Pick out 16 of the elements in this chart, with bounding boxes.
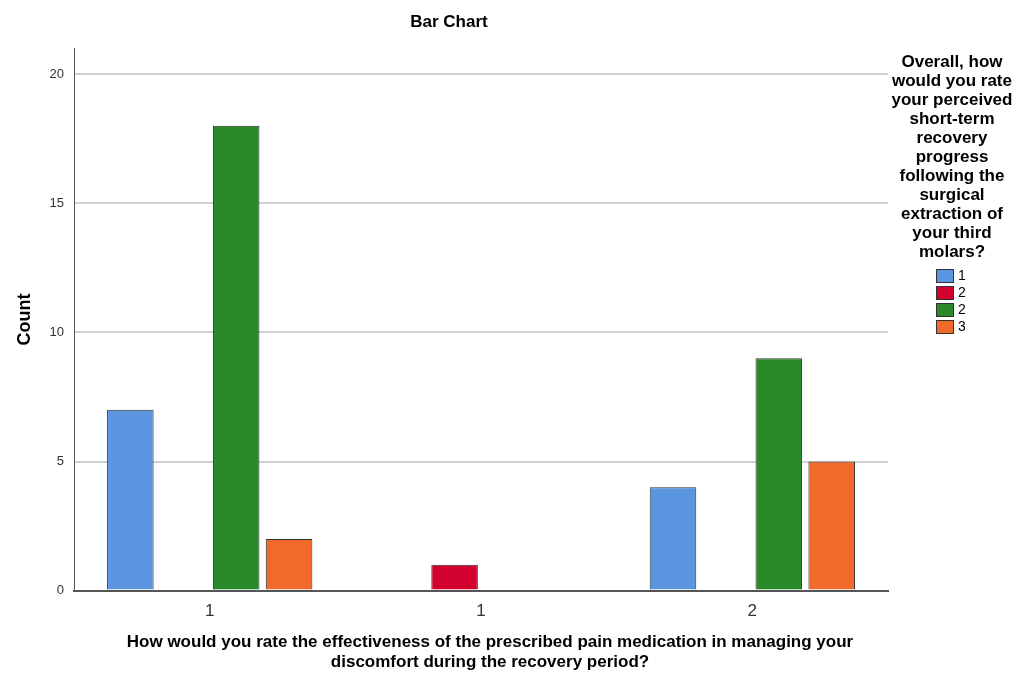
legend-label: 3 (958, 317, 966, 336)
legend-label: 2 (958, 300, 966, 319)
x-tick-label: 2 (747, 601, 758, 621)
y-tick-label: 10 (49, 323, 65, 339)
y-axis-title: Count (13, 293, 34, 346)
y-tick-label: 0 (56, 582, 65, 598)
x-axis-title: How would you rate the effectiveness of the prescribed pain medication in managing your discomfort during the recovery period? (125, 632, 855, 672)
chart-title: Bar Chart (410, 11, 489, 31)
legend-label: 2 (958, 283, 966, 302)
x-tick-label: 1 (204, 601, 215, 621)
text: Overall, how would you rate your perceived short-term recovery progress following the surgical extraction of your third molars? (891, 52, 1013, 261)
legend-label: 1 (958, 266, 966, 285)
y-tick-label: 15 (49, 194, 65, 210)
y-tick-label: 5 (56, 453, 65, 469)
y-tick-label: 20 (49, 65, 65, 81)
x-tick-label: 1 (476, 601, 486, 621)
